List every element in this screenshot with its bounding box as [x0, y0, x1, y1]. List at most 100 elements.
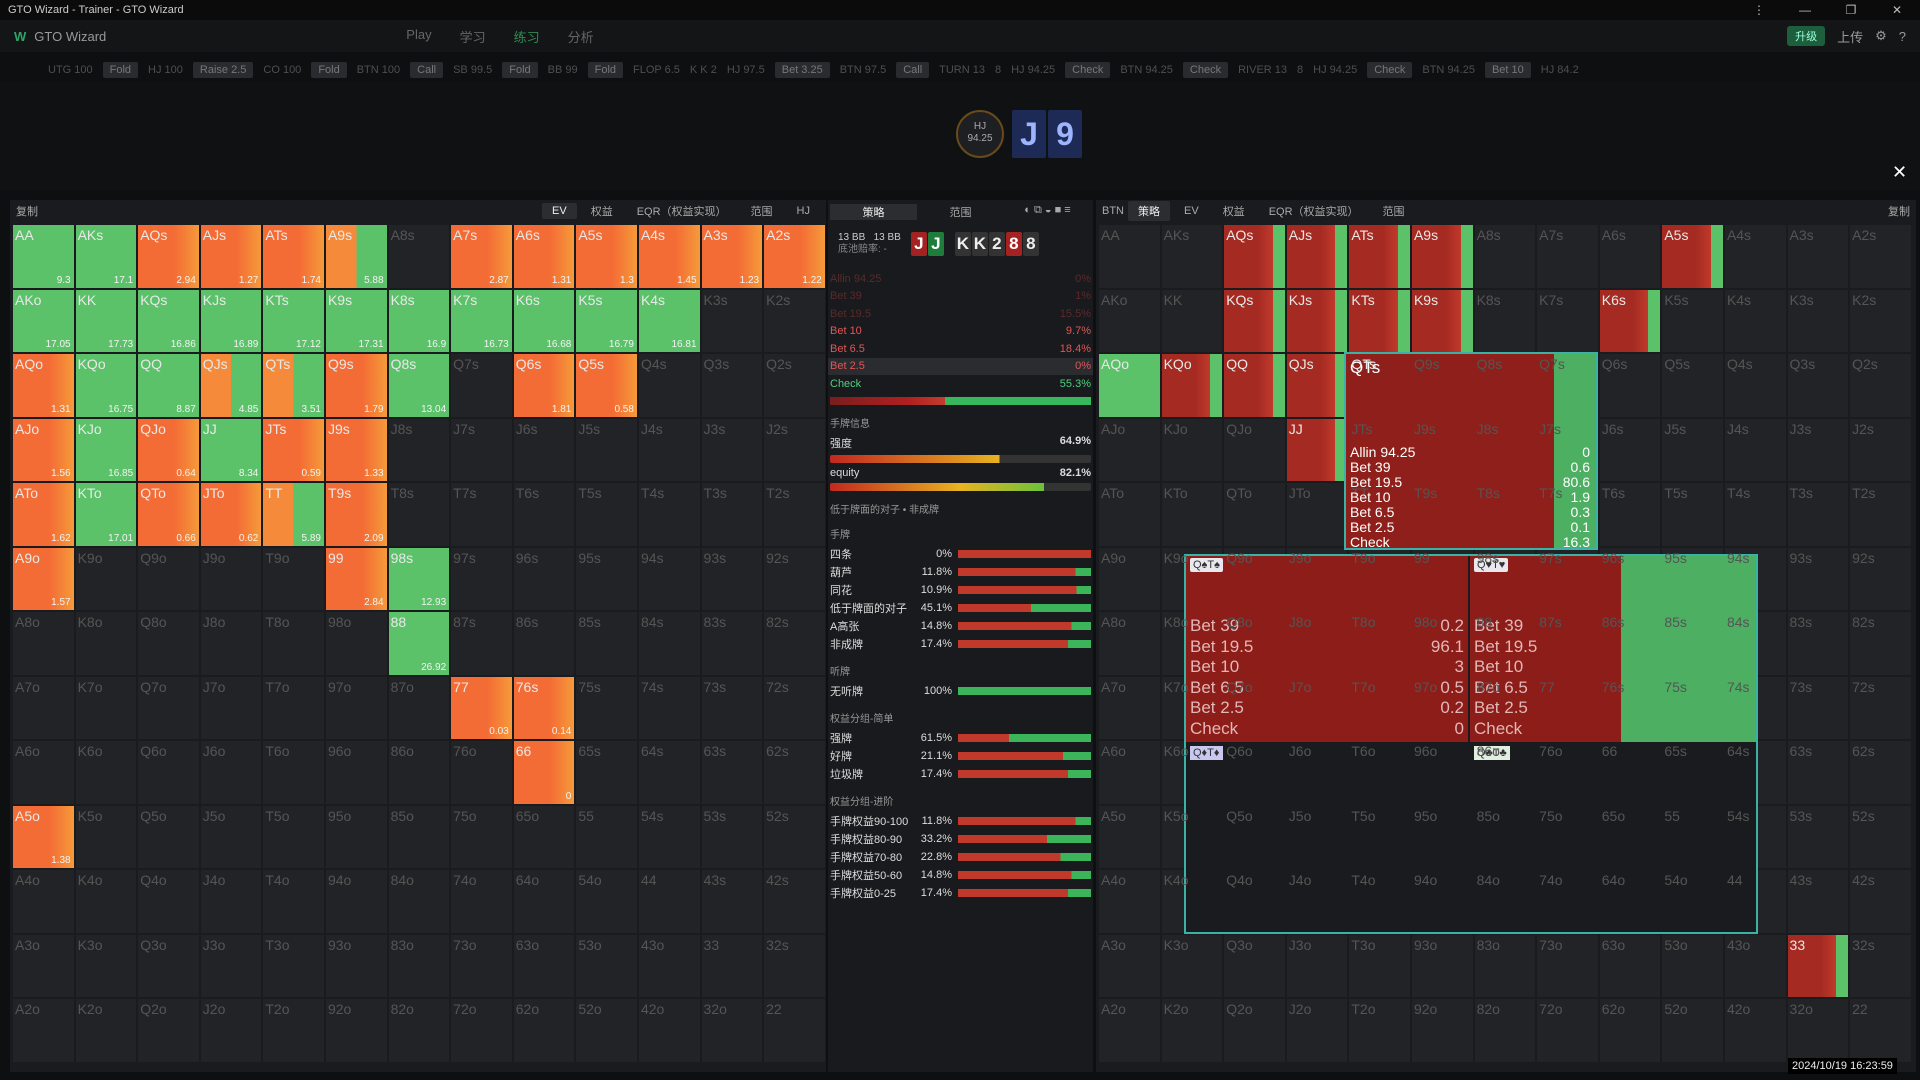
settings-icon[interactable]: ⚙ [1875, 28, 1887, 43]
hand-cell[interactable]: K8s [1473, 288, 1537, 353]
hand-cell[interactable]: 97o [324, 675, 388, 740]
hand-cell[interactable]: AQs [1223, 224, 1286, 289]
hand-cell[interactable]: K2s [1849, 288, 1912, 353]
hand-cell[interactable]: T3o [1348, 933, 1411, 998]
tab-eqr[interactable]: EQR（权益实现） [636, 206, 727, 218]
hand-cell[interactable]: J2o [1285, 998, 1349, 1063]
hand-cell[interactable]: K9s [1410, 288, 1474, 353]
hand-cell[interactable]: K8s 16.9 [387, 288, 451, 353]
hand-cell[interactable]: J4o [199, 869, 263, 934]
hand-cell[interactable]: 53o [575, 933, 638, 998]
hand-cell[interactable]: 63o [1598, 933, 1662, 998]
hand-cell[interactable]: Q5o [137, 804, 200, 869]
hand-cell[interactable]: AKo [1098, 288, 1161, 353]
action-chip[interactable]: Fold [502, 62, 538, 78]
hand-cell[interactable]: 82o [1473, 998, 1537, 1063]
hand-cell[interactable]: KJs [1285, 288, 1349, 353]
hand-cell[interactable]: Q9o [137, 546, 200, 611]
hand-cell[interactable]: T3s [700, 482, 764, 547]
hand-cell[interactable]: A8o [12, 611, 75, 676]
hand-cell[interactable]: QQ [1223, 353, 1286, 418]
action-chip[interactable]: Bet 3.25 [774, 62, 830, 78]
hand-cell[interactable]: 87s [450, 611, 513, 676]
hand-cell[interactable]: 72s [763, 675, 826, 740]
hand-cell[interactable]: 85s [575, 611, 638, 676]
hand-cell[interactable]: A9o [1098, 546, 1161, 611]
hand-cell[interactable]: A9s [1410, 224, 1474, 289]
hand-cell[interactable]: 42s [763, 869, 826, 934]
hand-cell[interactable]: K7s 16.73 [450, 288, 513, 353]
hand-cell[interactable]: 43o [637, 933, 701, 998]
hand-cell[interactable]: K4o [74, 869, 138, 934]
hand-cell[interactable]: K2o [74, 998, 138, 1063]
hand-cell[interactable]: T3s [1786, 482, 1850, 547]
hand-cell[interactable]: A6o [12, 740, 75, 805]
hand-cell[interactable]: Q2o [137, 998, 200, 1063]
hand-cell[interactable]: 52o [575, 998, 638, 1063]
hand-cell[interactable]: KQo [1160, 353, 1224, 418]
hand-cell[interactable]: 62o [1598, 998, 1662, 1063]
nav-practice[interactable]: 练习 [513, 29, 540, 45]
hand-cell[interactable]: 92s [1849, 546, 1912, 611]
hand-cell[interactable]: 92o [1410, 998, 1474, 1063]
hand-cell[interactable]: Q4o [137, 869, 200, 934]
hand-cell[interactable]: Q9s 1.79 [324, 353, 388, 418]
hand-cell[interactable]: 82o [387, 998, 451, 1063]
hand-cell[interactable]: Q2s [763, 353, 826, 418]
upload-button[interactable]: 上传 [1837, 29, 1864, 45]
hand-cell[interactable]: 63s [1786, 740, 1850, 805]
hand-cell[interactable]: 82s [1849, 611, 1912, 676]
tab-eqr-right[interactable]: EQR（权益实现） [1268, 206, 1359, 218]
hand-cell[interactable]: AKs 17.1 [74, 224, 138, 289]
strategy-row[interactable]: Check 55.3% [828, 375, 1093, 393]
hand-cell[interactable]: K7s [1536, 288, 1599, 353]
close-icon[interactable]: ✕ [1892, 162, 1908, 182]
hand-cell[interactable]: 55 [575, 804, 638, 869]
hand-cell[interactable]: 86s [512, 611, 576, 676]
hand-cell[interactable]: J6s [512, 417, 576, 482]
hand-cell[interactable]: Q4s [637, 353, 701, 418]
hand-cell[interactable]: 33 [700, 933, 764, 998]
hand-cell[interactable]: KK 17.73 [74, 288, 138, 353]
action-chip[interactable]: Fold [311, 62, 347, 78]
tab-equity[interactable]: 权益 [590, 206, 613, 218]
hand-cell[interactable]: AA [1098, 224, 1161, 289]
hand-cell[interactable]: KTo [1160, 482, 1224, 547]
hand-cell[interactable]: J3s [1786, 417, 1850, 482]
hand-cell[interactable]: 88 26.92 [387, 611, 451, 676]
hand-cell[interactable]: J7s [450, 417, 513, 482]
hand-cell[interactable]: A2s [1849, 224, 1912, 289]
hand-cell[interactable]: 85o [387, 804, 451, 869]
hand-cell[interactable]: 62s [763, 740, 826, 805]
copy-button[interactable]: 复制 [16, 206, 38, 218]
hand-cell[interactable]: 42o [1723, 998, 1787, 1063]
hand-cell[interactable]: 64o [512, 869, 576, 934]
hand-cell[interactable]: AJs 1.27 [199, 224, 263, 289]
strategy-row[interactable]: Allin 94.25 0% [828, 270, 1093, 288]
hand-cell[interactable]: A5s 1.3 [575, 224, 638, 289]
hand-cell[interactable]: ATs 1.74 [262, 224, 325, 289]
hand-cell[interactable]: T6s [1598, 482, 1662, 547]
hand-cell[interactable]: KJo 16.85 [74, 417, 138, 482]
menu-icon[interactable]: ⋮ [1753, 3, 1765, 17]
hand-cell[interactable]: 32s [1849, 933, 1912, 998]
hand-cell[interactable]: J4s [637, 417, 701, 482]
hand-cell[interactable]: ATs [1348, 224, 1411, 289]
hand-cell[interactable]: T6s [512, 482, 576, 547]
hand-cell[interactable]: T8o [262, 611, 325, 676]
hand-cell[interactable]: K5s 16.79 [575, 288, 638, 353]
hand-cell[interactable]: J8s [387, 417, 451, 482]
hand-cell[interactable]: T8s [387, 482, 451, 547]
hand-cell[interactable]: A4o [12, 869, 75, 934]
hand-cell[interactable]: 84o [387, 869, 451, 934]
hand-cell[interactable]: 94o [324, 869, 388, 934]
hand-cell[interactable]: 83o [1473, 933, 1537, 998]
hand-cell[interactable]: QJo 0.64 [137, 417, 200, 482]
hand-cell[interactable]: A7s 2.87 [450, 224, 513, 289]
hand-cell[interactable]: Q6s [1598, 353, 1662, 418]
hand-cell[interactable]: A8s [1473, 224, 1537, 289]
hand-cell[interactable]: 52o [1661, 998, 1724, 1063]
tab-range[interactable]: 范围 [750, 206, 773, 218]
hand-cell[interactable]: T2o [1348, 998, 1411, 1063]
hand-cell[interactable]: J6o [199, 740, 263, 805]
